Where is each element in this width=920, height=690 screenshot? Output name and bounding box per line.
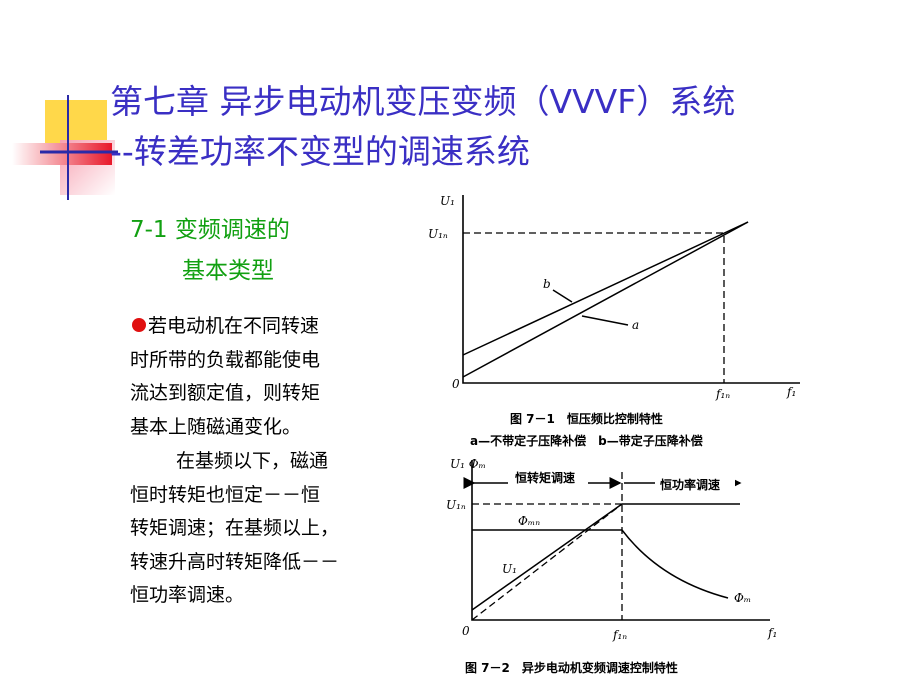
bullet [132,318,146,332]
body-line: 恒功率调速。 [130,584,244,606]
body-line: 基本上随磁通变化。 [130,416,301,438]
label: f₁ₙ [715,387,730,401]
figure-1: U₁ U₁ₙ b a 0 f₁ₙ f₁ 图 7－1 恒压频比控制特性 a—不带定… [428,194,800,448]
caption: 图 7－1 恒压频比控制特性 [510,411,663,426]
guide [471,503,623,621]
body-line: 若电动机在不同转速 [148,315,319,337]
section-heading: 基本类型 [182,258,274,284]
curve-a [462,221,749,378]
voltage-curve [471,503,623,611]
figure-2: U₁ Φₘ U₁ₙ 恒转矩调速 恒功率调速 Φₘₙ U₁ Φₘ 0 f₁ₙ f₁… [446,457,777,675]
decoration [12,95,118,200]
label: Φₘₙ [518,514,540,528]
label: U₁ [440,194,455,208]
leader [552,289,573,303]
label: 0 [462,624,470,638]
body-line: 转矩调速；在基频以上， [130,517,339,539]
axes [462,195,800,384]
flux-curve [621,529,729,599]
label: Φₘ [734,591,751,605]
body-line: 转速升高时转矩降低－－ [130,551,339,573]
body-line: 时所带的负载都能使电 [130,349,320,371]
title-line: --转差功率不变型的调速系统 [110,132,530,171]
label: f₁ₙ [612,628,627,642]
label: f₁ [767,626,777,640]
title-line: 第七章 异步电动机变压变频（VVVF）系统 [110,82,735,121]
curve-b [462,221,749,356]
leader [581,315,629,326]
label: U₁ₙ [428,227,448,241]
label: 恒功率调速 [660,477,720,492]
body-line: 恒时转矩也恒定－－恒 [130,484,320,506]
caption: 图 7－2 异步电动机变频调速控制特性 [465,660,678,675]
label: a [632,318,639,332]
label: b [543,277,551,291]
label: 0 [452,377,460,391]
label: U₁ Φₘ [450,457,486,471]
label: 恒转矩调速 [515,470,575,485]
label: f₁ [786,385,796,399]
body-line: 流达到额定值，则转矩 [130,382,320,404]
section-heading: 7-1 变频调速的 [130,217,290,243]
body-line: 在基频以下，磁通 [176,450,328,472]
label: U₁ₙ [446,498,466,512]
label: U₁ [502,562,517,576]
note: a—不带定子压降补偿 b—带定子压降补偿 [470,433,703,448]
